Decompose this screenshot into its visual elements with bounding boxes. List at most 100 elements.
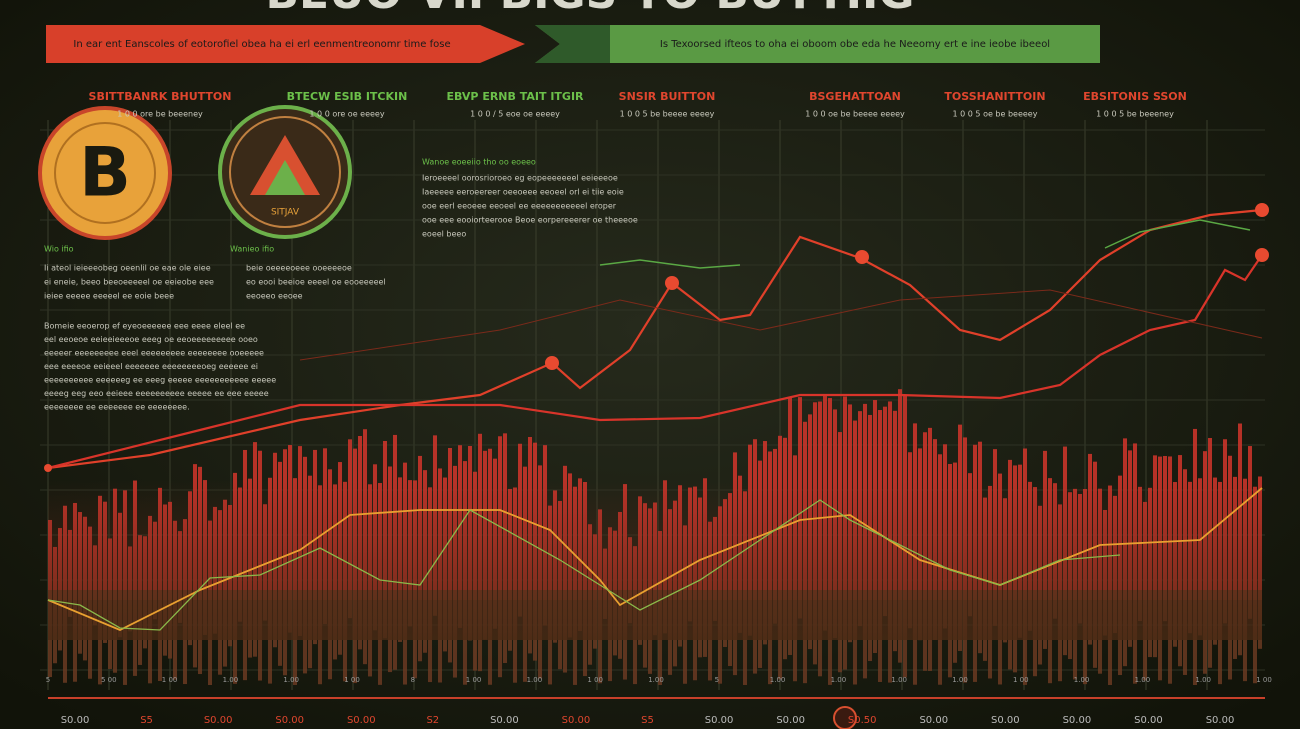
center-text: eoeel beeo [422, 230, 466, 239]
center-text: Ieroeeeel oorosrioroeo eg eopeeeeeeel ee… [422, 174, 618, 183]
axis-bottom-label: S0.00 [490, 715, 519, 726]
column-sub: 1 0 0 5 oe be beeeey [953, 110, 1038, 119]
coin2-text: eo eooi beeioe eeeel oe eooeeeeel [246, 278, 386, 287]
banner-right-tip [535, 25, 610, 63]
left-text: eeeeeeee ee eeeeeee ee eeeeeeee. [44, 403, 190, 412]
coin1-text: ieiee eeeee eeeeel ee eoie beee [44, 292, 174, 301]
column-sub: 1 0 0 / 5 eoe oe eeeey [470, 110, 560, 119]
dot [1255, 203, 1269, 217]
coin1-title: Wio ifio [44, 245, 74, 254]
column-sub: 1 0 0 ore oe eeeey [309, 110, 384, 119]
column-label: EBVP ERNB TAIT ITGIR [446, 90, 584, 103]
faint-line [299, 289, 1263, 361]
axis-bottom-label: S0.00 [204, 715, 233, 726]
axis-bottom-label: S0.00 [919, 715, 948, 726]
axis-top-label: 1 00 [344, 676, 360, 684]
green-line [599, 259, 741, 269]
banner-right [535, 25, 1100, 63]
column-label: EBSITONIS SSON [1083, 90, 1187, 103]
center-title: Wanoe eoeeiio tho oo eoeeo [422, 158, 536, 167]
price-line [47, 208, 1263, 470]
axis-top-label: 1.00 [223, 676, 239, 684]
coin2-title: Wanieo ifio [230, 245, 274, 254]
axis-bottom-label: S0.00 [705, 715, 734, 726]
coin-2-ring [229, 116, 341, 228]
bitcoin-symbol: B [79, 134, 131, 213]
center-text: ooe eerl eeoeee eeoeel ee eeeeeeeeeeel e… [422, 202, 617, 211]
orange-line [47, 487, 1263, 631]
axis-top-label: 5 [46, 676, 50, 684]
center-text: ooe eee eooiorteerooe Beoe eorpereeerer … [422, 216, 638, 225]
left-text: eeeeeeeeee eeeeeeg ee eeeg eeeee eeeeeee… [44, 376, 276, 385]
axis-top-label: 1.00 [1135, 676, 1151, 684]
left-text: Bomeie eeoerop ef eyeoeeeeee eee eeee el… [44, 322, 245, 331]
coin1-text: Ii ateol ieieeeobeg oeenlil oe eae ole e… [44, 264, 211, 273]
left-text: eeeeg eeg eeo eeieee eeeeeeeeee eeeee ee… [44, 389, 269, 398]
axis-bottom-label: S0.00 [1206, 715, 1235, 726]
left-text: eeeeer eeeeeeeee eeel eeeeeeeee eeeeeeee… [44, 349, 264, 358]
dot [1255, 248, 1269, 262]
axis-top-label: 5 00 [101, 676, 117, 684]
price-line-2 [47, 254, 1263, 470]
axis-top-label: 1.00 [831, 676, 847, 684]
title: BEUO VII BIGS TO BUTTIIG [265, 0, 914, 19]
axis-bottom-label: S0.00 [991, 715, 1020, 726]
axis-bottom-label: S0.00 [776, 715, 805, 726]
column-label: BSGEHATTOAN [809, 90, 901, 103]
column-sub: 1 0 0 oe be beeee eeeey [805, 110, 905, 119]
axis-top-label: 1.00 [1195, 676, 1211, 684]
bitcoin-coin [38, 106, 172, 240]
coin-2-text: SITJAV [271, 208, 300, 218]
axis-top-label: 1 00 [587, 676, 603, 684]
axis-top-label: 1.00 [283, 676, 299, 684]
axis-bottom-label: S0.00 [1063, 715, 1092, 726]
axis-top-label: 1.00 [1074, 676, 1090, 684]
axis-bottom-label: S0.00 [275, 715, 304, 726]
coin-ring [54, 122, 156, 224]
coin1-text: ei eneie, beeo beeoeeeeel oe eeieobe eee [44, 278, 214, 287]
axis-top-label: 1 00 [1013, 676, 1029, 684]
lines [44, 203, 1269, 631]
dot [665, 276, 679, 290]
axis-top-label: 1 00 [162, 676, 178, 684]
axis-top-label: 1.00 [527, 676, 543, 684]
axis-top-label: 1.00 [648, 676, 664, 684]
left-text: eel eeoeoe eeieeieeeoe eeeg oe eeoeeeeee… [44, 335, 258, 344]
coin2-text: beie oeeeeoeee ooeeeeoe [246, 264, 352, 273]
column-sub: 1 0 0 5 be beeee eeeey [620, 110, 715, 119]
axis-bottom-label: S0.50 [848, 715, 877, 726]
banner-left [46, 25, 525, 63]
axis-top-label: 8 [411, 676, 415, 684]
banner-right-text: Is Texoorsed ifteos to oha ei oboom obe … [660, 39, 1050, 50]
axis-bottom-label: S0.00 [347, 715, 376, 726]
axis-top-label: 1.00 [952, 676, 968, 684]
axis-top-label: 1 00 [466, 676, 482, 684]
bar-shade [48, 480, 1262, 640]
axis-bottom-label: S0.00 [1134, 715, 1163, 726]
green-line [1104, 219, 1251, 249]
column-sub: 1 0 0 5 be beeeney [1096, 110, 1174, 119]
column-label: SBITTBANRK BHUTTON [89, 90, 232, 103]
column-sub: 1 0 0 ore be beeeney [117, 110, 203, 119]
coin-2-pyramid-inner [265, 160, 305, 195]
coin2-text: eeoeeo eeoee [246, 292, 303, 301]
center-text: Iaeeeee eeroeereer oeeoeee eeoeel orl ei… [422, 188, 624, 197]
banner-left-text: In ear ent Eanscoles of eotorofiel obea … [73, 39, 450, 50]
axis-top-label: 1.00 [891, 676, 907, 684]
column-label: SNSIR BUITTON [619, 90, 716, 103]
dot [545, 356, 559, 370]
green-low-line [47, 499, 1121, 631]
axis-bottom-label: S0.00 [562, 715, 591, 726]
dot [44, 464, 52, 472]
bottom-icon [833, 706, 857, 729]
axis-top-label: 5 [715, 676, 719, 684]
left-text: eee eeeeoe eeieeel eeeeeee eeeeeeeeoeg e… [44, 362, 258, 371]
dot [855, 250, 869, 264]
axis-bottom-label: S2 [426, 715, 439, 726]
axis-top-label: 1 00 [1256, 676, 1272, 684]
axis-bottom-label: S5 [641, 715, 654, 726]
column-label: TOSSHANITTOIN [944, 90, 1045, 103]
axis-bottom-label: S0.00 [61, 715, 90, 726]
